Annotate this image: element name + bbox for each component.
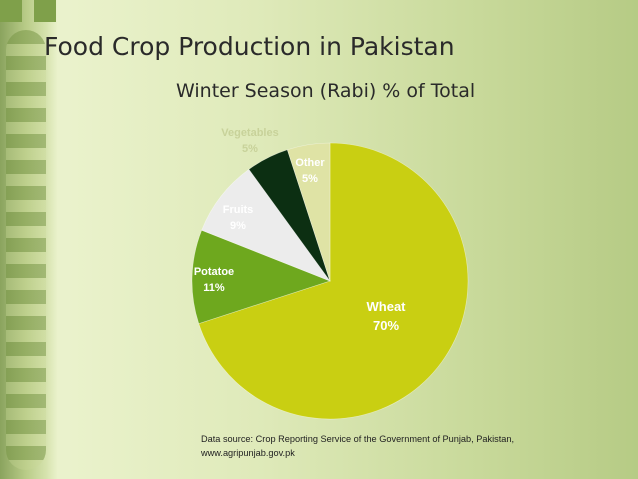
slice-label-other: Other: [295, 157, 325, 169]
slice-label-potatoe: Potatoe: [194, 266, 234, 278]
pie-slice-wheat: [198, 142, 469, 420]
data-source-note: Data source: Crop Reporting Service of t…: [201, 434, 515, 458]
slice-label-fruits: Fruits: [223, 204, 254, 216]
corner-square-right: [34, 0, 56, 22]
slice-value-vegetables: 5%: [242, 143, 258, 155]
slice-value-wheat: 70%: [373, 318, 399, 333]
chart-title: Winter Season (Rabi) % of Total: [176, 80, 476, 102]
pie-slice-potatoe: [191, 229, 331, 325]
slice-label-vegetables: Vegetables: [221, 127, 278, 139]
slide-title: Food Crop Production in Pakistan: [44, 32, 455, 61]
wheat-photo-strip: [0, 0, 58, 479]
slice-label-wheat: Wheat: [367, 299, 407, 314]
slice-value-potatoe: 11%: [203, 282, 225, 294]
corner-square-left: [0, 0, 22, 22]
slice-value-other: 5%: [302, 173, 318, 185]
pie-slice-other: [286, 142, 331, 282]
slice-value-fruits: 9%: [230, 220, 246, 232]
